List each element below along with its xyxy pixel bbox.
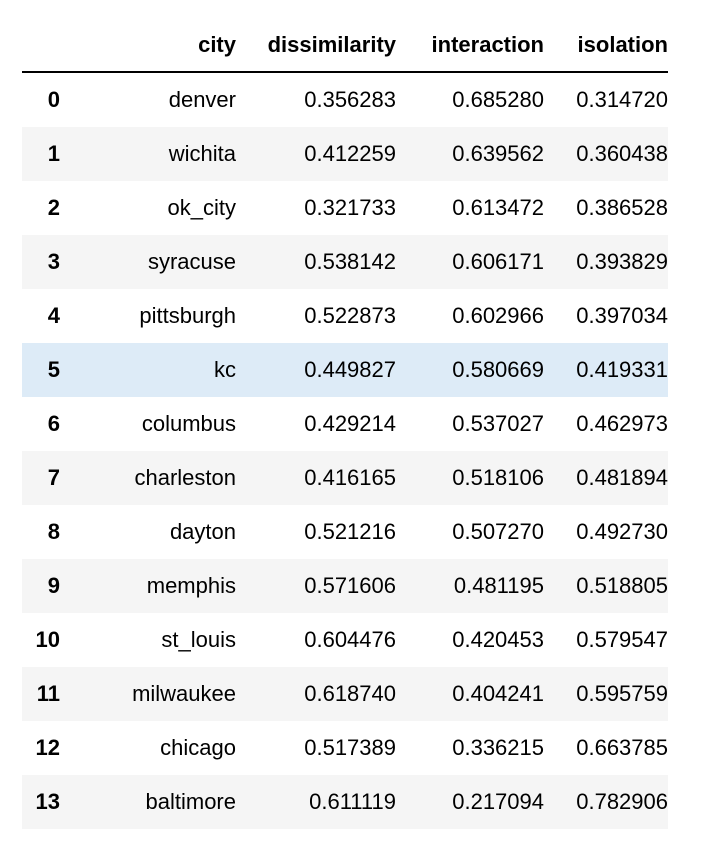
cell-city: charleston (134, 465, 236, 490)
row-index: 2 (47, 195, 60, 220)
dataframe-table: city dissimilarity interaction isolation… (22, 18, 668, 829)
cell-city: milwaukee (132, 681, 236, 706)
row-index: 0 (47, 87, 60, 112)
cell-interaction: 0.602966 (452, 303, 544, 328)
row-index: 3 (47, 249, 60, 274)
cell-interaction: 0.639562 (452, 141, 544, 166)
cell-dissimilarity: 0.412259 (304, 141, 396, 166)
row-index: 13 (35, 789, 60, 814)
cell-interaction: 0.518106 (452, 465, 544, 490)
row-index: 1 (47, 141, 60, 166)
cell-interaction: 0.507270 (452, 519, 544, 544)
table-row: 0 denver 0.356283 0.685280 0.314720 (22, 72, 668, 127)
cell-city: baltimore (145, 789, 236, 814)
cell-city: syracuse (147, 249, 236, 274)
table-row: 10 st_louis 0.604476 0.420453 0.579547 (22, 613, 668, 667)
table-row: 11 milwaukee 0.618740 0.404241 0.595759 (22, 667, 668, 721)
table-row: 13 baltimore 0.611119 0.217094 0.782906 (22, 775, 668, 829)
dataframe-output: city dissimilarity interaction isolation… (22, 18, 668, 829)
table-row: 4 pittsburgh 0.522873 0.602966 0.397034 (22, 289, 668, 343)
cell-interaction: 0.685280 (452, 87, 544, 112)
cell-interaction: 0.404241 (452, 681, 544, 706)
cell-city: memphis (146, 573, 236, 598)
cell-interaction: 0.580669 (452, 357, 544, 382)
cell-dissimilarity: 0.449827 (304, 357, 396, 382)
header-isolation: isolation (544, 18, 668, 73)
cell-dissimilarity: 0.611119 (309, 789, 396, 814)
cell-dissimilarity: 0.429214 (304, 411, 396, 436)
cell-dissimilarity: 0.604476 (304, 627, 396, 652)
table-body: 0 denver 0.356283 0.685280 0.314720 1 wichita 0… (22, 72, 668, 829)
table-row: 7 charleston 0.416165 0.518106 0.481894 (22, 451, 668, 505)
row-index: 10 (35, 627, 60, 652)
row-index: 6 (47, 411, 60, 436)
row-index: 8 (47, 519, 60, 544)
cell-isolation: 0.595759 (576, 681, 668, 706)
cell-isolation: 0.360438 (576, 141, 668, 166)
cell-city: dayton (169, 519, 236, 544)
header-interaction: interaction (396, 18, 544, 73)
cell-isolation: 0.397034 (576, 303, 668, 328)
table-header: city dissimilarity interaction isolation (22, 18, 668, 73)
header-index (22, 18, 60, 73)
cell-isolation: 0.393829 (576, 249, 668, 274)
cell-dissimilarity: 0.538142 (304, 249, 396, 274)
cell-dissimilarity: 0.571606 (304, 573, 396, 598)
table-row: 8 dayton 0.521216 0.507270 0.492730 (22, 505, 668, 559)
cell-isolation: 0.492730 (576, 519, 668, 544)
cell-interaction: 0.217094 (452, 789, 544, 814)
table-row: 2 ok_city 0.321733 0.613472 0.386528 (22, 181, 668, 235)
cell-city: kc (214, 357, 236, 382)
cell-city: st_louis (161, 627, 236, 652)
cell-dissimilarity: 0.522873 (304, 303, 396, 328)
cell-isolation: 0.579547 (576, 627, 668, 652)
cell-city: chicago (160, 735, 236, 760)
cell-dissimilarity: 0.356283 (304, 87, 396, 112)
cell-isolation: 0.481894 (576, 465, 668, 490)
cell-dissimilarity: 0.321733 (304, 195, 396, 220)
cell-city: denver (168, 87, 236, 112)
row-index: 5 (47, 357, 60, 382)
cell-interaction: 0.606171 (452, 249, 544, 274)
cell-isolation: 0.462973 (576, 411, 668, 436)
row-index: 12 (35, 735, 60, 760)
table-row: 9 memphis 0.571606 0.481195 0.518805 (22, 559, 668, 613)
cell-city: wichita (168, 141, 236, 166)
table-row: 6 columbus 0.429214 0.537027 0.462973 (22, 397, 668, 451)
cell-interaction: 0.481195 (453, 573, 544, 598)
cell-city: pittsburgh (139, 303, 236, 328)
cell-isolation: 0.782906 (576, 789, 668, 814)
cell-isolation: 0.663785 (576, 735, 668, 760)
cell-interaction: 0.420453 (452, 627, 544, 652)
header-dissimilarity: dissimilarity (236, 18, 396, 73)
table-row: 3 syracuse 0.538142 0.606171 0.393829 (22, 235, 668, 289)
row-index: 7 (47, 465, 60, 490)
cell-interaction: 0.613472 (452, 195, 544, 220)
cell-dissimilarity: 0.618740 (304, 681, 396, 706)
row-index: 11 (36, 681, 60, 706)
cell-dissimilarity: 0.416165 (304, 465, 396, 490)
row-index: 9 (47, 573, 60, 598)
cell-isolation: 0.314720 (576, 87, 668, 112)
table-row: 5 kc 0.449827 0.580669 0.419331 (22, 343, 668, 397)
header-city: city (60, 18, 236, 73)
cell-dissimilarity: 0.517389 (304, 735, 396, 760)
cell-isolation: 0.419331 (576, 357, 668, 382)
cell-interaction: 0.537027 (452, 411, 544, 436)
cell-isolation: 0.518805 (576, 573, 668, 598)
table-row: 1 wichita 0.412259 0.639562 0.360438 (22, 127, 668, 181)
cell-interaction: 0.336215 (452, 735, 544, 760)
cell-isolation: 0.386528 (576, 195, 668, 220)
row-index: 4 (47, 303, 60, 328)
cell-city: ok_city (167, 195, 236, 220)
cell-city: columbus (141, 411, 236, 436)
header-row: city dissimilarity interaction isolation (22, 18, 668, 73)
table-row: 12 chicago 0.517389 0.336215 0.663785 (22, 721, 668, 775)
cell-dissimilarity: 0.521216 (304, 519, 396, 544)
